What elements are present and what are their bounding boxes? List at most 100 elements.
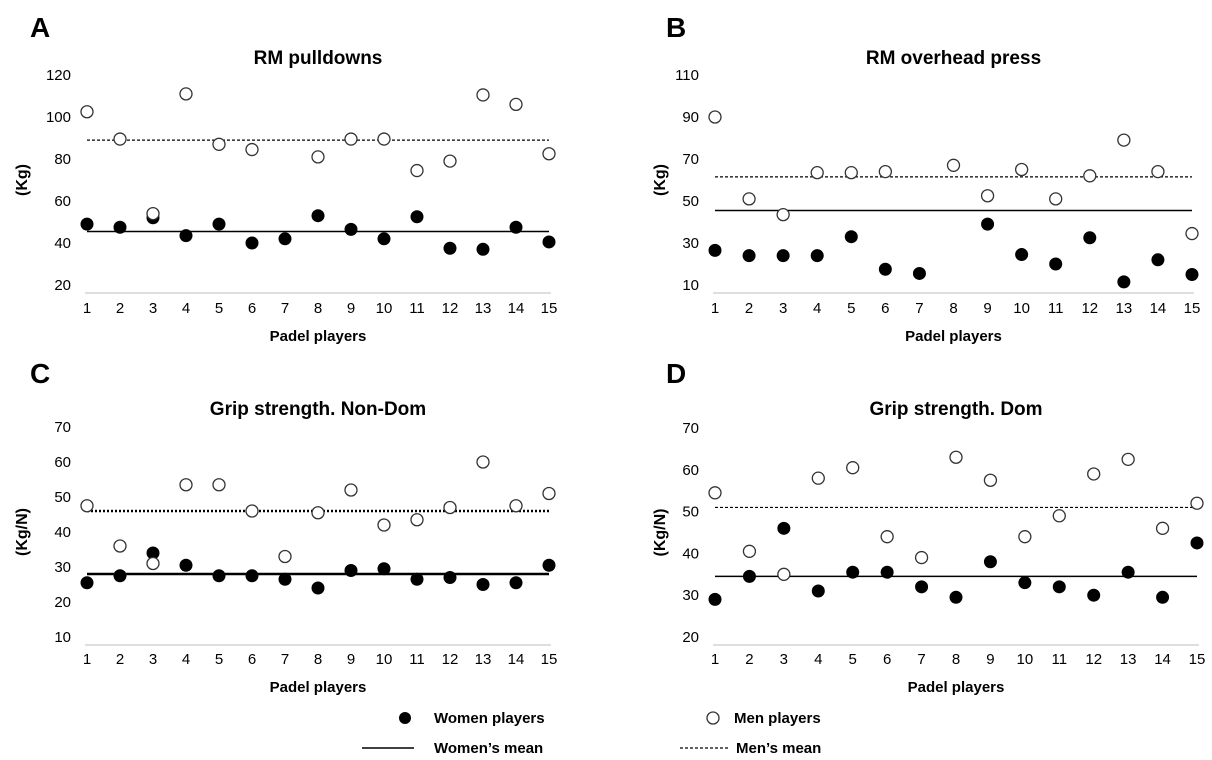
y-tick-label: 60 xyxy=(682,462,699,479)
x-tick-label: 7 xyxy=(281,651,289,668)
men-point xyxy=(80,105,94,119)
y-tick-label: 10 xyxy=(682,277,699,294)
women-point xyxy=(443,241,457,255)
women-point xyxy=(1121,565,1135,579)
men-point xyxy=(1014,162,1029,177)
men-point xyxy=(846,461,860,475)
women-point xyxy=(476,578,490,591)
women-point xyxy=(811,584,825,598)
men-point xyxy=(146,206,160,221)
men-point xyxy=(311,506,325,520)
men-point xyxy=(509,97,523,112)
men-point xyxy=(278,549,292,564)
x-tick-label: 4 xyxy=(182,300,190,317)
men-point xyxy=(878,164,893,179)
men-point xyxy=(742,192,756,206)
x-tick-label: 11 xyxy=(409,651,425,668)
women-point xyxy=(377,232,391,246)
women-point xyxy=(509,220,523,234)
legend-women-label: Women players xyxy=(434,710,545,727)
x-tick-label: 1 xyxy=(711,300,719,317)
legend-men-label: Men players xyxy=(734,710,821,727)
x-tick-label: 6 xyxy=(881,300,889,317)
x-tick-label: 13 xyxy=(1116,300,1133,317)
men-point xyxy=(179,478,193,492)
y-tick-label: 40 xyxy=(682,545,699,562)
x-tick-label: 8 xyxy=(314,651,322,668)
women-point xyxy=(542,558,556,572)
x-tick-label: 10 xyxy=(376,300,393,317)
women-point xyxy=(1083,231,1097,245)
x-tick-label: 8 xyxy=(314,300,322,317)
men-point xyxy=(146,556,160,571)
women-point xyxy=(1087,588,1101,602)
x-tick-label: 8 xyxy=(952,651,960,668)
women-point xyxy=(742,249,756,263)
women-point xyxy=(509,576,523,590)
men-point xyxy=(245,142,259,157)
women-point xyxy=(949,590,963,604)
x-tick-label: 7 xyxy=(915,300,923,317)
x-tick-label: 6 xyxy=(883,651,891,668)
x-tick-label: 13 xyxy=(475,651,492,668)
y-tick-label: 90 xyxy=(682,109,699,126)
men-point xyxy=(949,450,963,464)
y-axis-label: (Kg) xyxy=(652,164,669,196)
women-point xyxy=(1190,536,1204,550)
women-point xyxy=(1015,248,1029,262)
x-tick-label: 9 xyxy=(347,300,355,317)
men-point xyxy=(542,486,556,501)
y-tick-label: 120 xyxy=(46,67,71,84)
women-point xyxy=(377,562,391,576)
y-axis-label: (Kg/N) xyxy=(14,508,31,556)
y-tick-label: 40 xyxy=(54,235,71,252)
women-point xyxy=(1156,590,1170,604)
x-axis-label: Padel players xyxy=(905,328,1002,345)
women-point xyxy=(179,558,193,572)
men-point xyxy=(377,132,391,146)
y-tick-label: 40 xyxy=(54,524,71,541)
x-tick-label: 14 xyxy=(1154,651,1171,668)
x-tick-label: 5 xyxy=(849,651,857,668)
y-tick-label: 10 xyxy=(54,629,71,646)
women-point xyxy=(245,569,259,583)
chart-title: Grip strength. Dom xyxy=(869,399,1042,420)
x-tick-label: 12 xyxy=(442,651,459,668)
men-point xyxy=(113,539,127,553)
x-tick-label: 11 xyxy=(409,300,425,317)
women-point xyxy=(542,235,556,249)
men-point xyxy=(1049,192,1063,206)
men-point xyxy=(344,132,358,146)
men-point xyxy=(476,455,490,469)
y-tick-label: 50 xyxy=(682,504,699,521)
x-tick-label: 3 xyxy=(779,300,787,317)
women-point xyxy=(80,217,94,231)
y-tick-label: 60 xyxy=(54,193,71,210)
x-tick-label: 7 xyxy=(281,300,289,317)
men-point xyxy=(1083,169,1097,183)
x-tick-label: 9 xyxy=(983,300,991,317)
women-point xyxy=(844,230,858,244)
men-point xyxy=(377,518,391,532)
men-point xyxy=(212,478,226,492)
x-tick-label: 14 xyxy=(508,651,525,668)
x-tick-label: 9 xyxy=(347,651,355,668)
legend-women-marker xyxy=(399,712,411,724)
x-tick-label: 2 xyxy=(116,300,124,317)
x-tick-label: 13 xyxy=(475,300,492,317)
men-point xyxy=(844,165,858,180)
x-tick-label: 3 xyxy=(149,651,157,668)
x-tick-label: 7 xyxy=(917,651,925,668)
men-point xyxy=(980,189,995,203)
chart-title: Grip strength. Non-Dom xyxy=(210,399,426,420)
men-point xyxy=(914,550,929,565)
men-point xyxy=(811,471,825,485)
x-axis-label: Padel players xyxy=(908,679,1005,696)
men-point xyxy=(245,504,259,518)
y-tick-label: 80 xyxy=(54,151,71,168)
y-axis-label: (Kg) xyxy=(14,164,31,196)
y-tick-label: 50 xyxy=(54,489,71,506)
men-point xyxy=(880,530,894,544)
